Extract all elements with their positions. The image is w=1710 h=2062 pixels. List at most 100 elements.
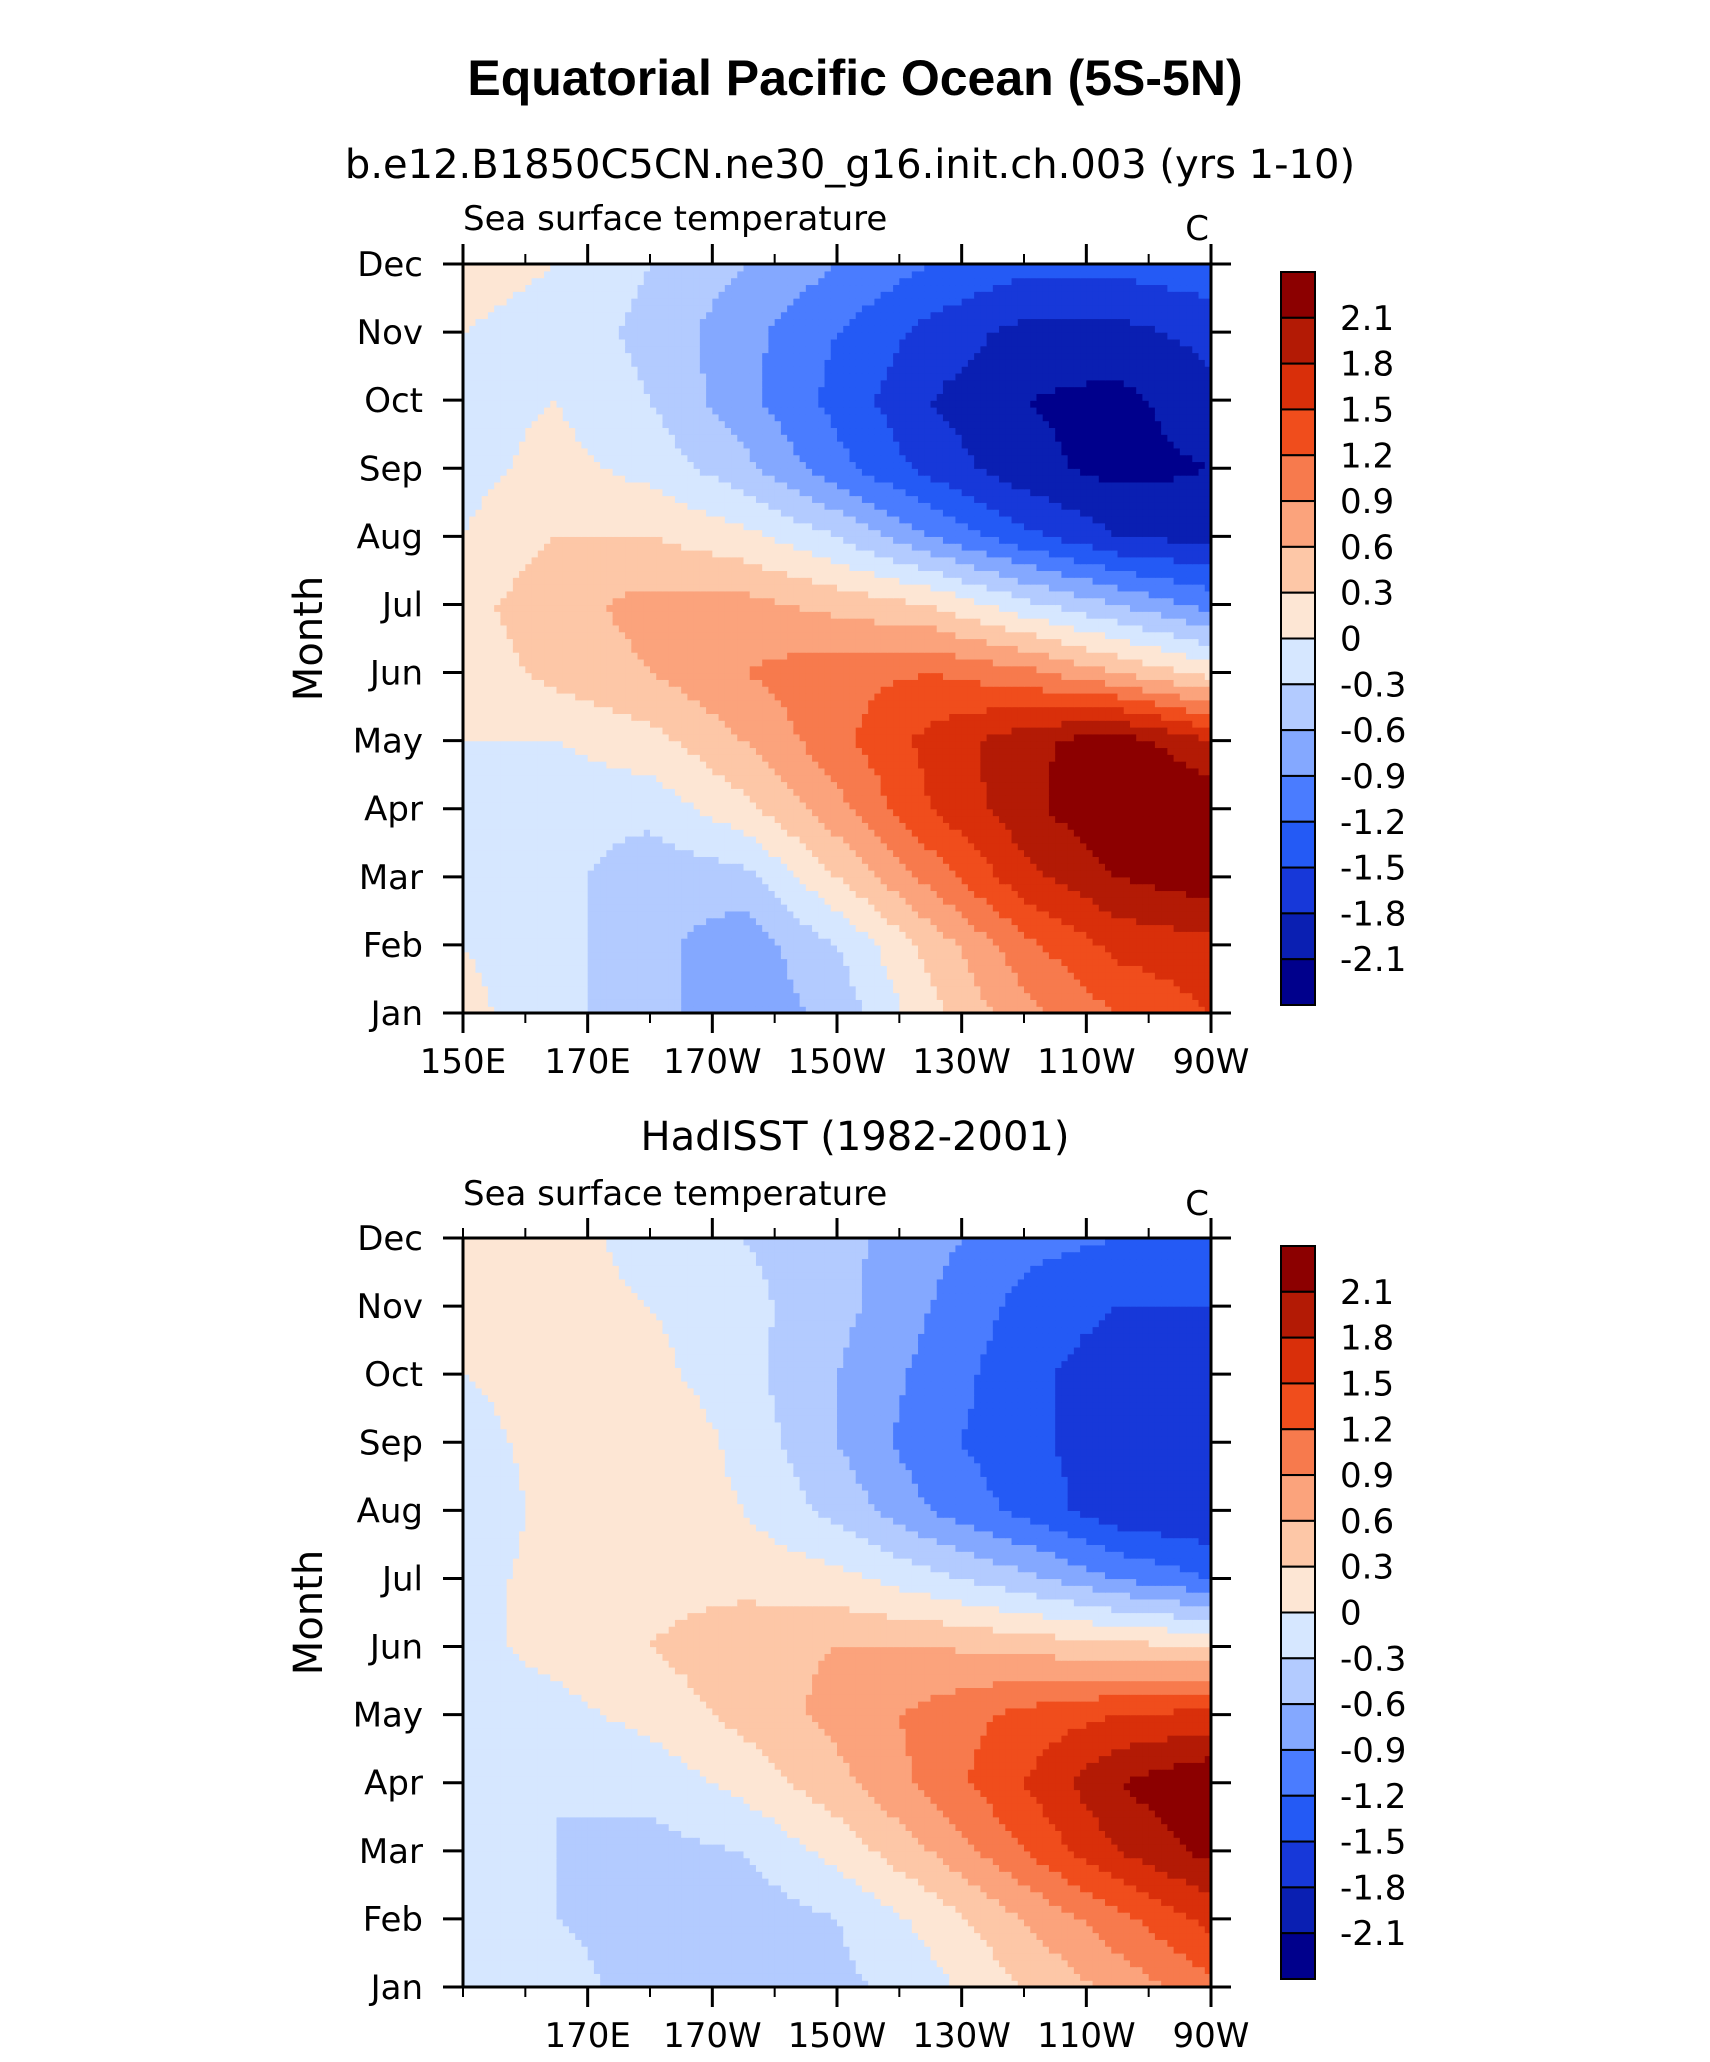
heatmap-cell [1142,944,1150,953]
heatmap-cell [525,870,533,878]
heatmap-cell [1080,897,1087,905]
heatmap-cell [1030,1006,1038,1014]
heatmap-cell [1173,999,1181,1007]
heatmap-cell [687,999,695,1007]
heatmap-cell [494,733,501,742]
heatmap-cell [849,876,857,885]
heatmap-cell [631,856,639,864]
heatmap-cell [581,815,589,823]
heatmap-cell [550,883,558,892]
heatmap-cell [681,972,688,980]
heatmap-cell [1073,747,1081,755]
heatmap-cell [1080,978,1087,987]
heatmap-cell [469,870,477,878]
heatmap-cell [1198,958,1206,966]
heatmap-cell [1092,815,1100,823]
heatmap-cell [1154,767,1162,776]
heatmap-cell [487,863,495,871]
heatmap-cell [731,985,738,994]
heatmap-cell [544,938,551,946]
heatmap-cell [768,958,776,966]
heatmap-cell [1042,801,1050,810]
heatmap-cell [463,917,470,926]
heatmap-cell [612,999,620,1007]
heatmap-cell [662,761,670,769]
heatmap-cell [1117,985,1125,994]
heatmap-cell [724,938,732,946]
heatmap-cell [949,931,957,939]
heatmap-cell [911,754,919,762]
heatmap-cell [593,958,601,966]
heatmap-cell [606,931,614,939]
heatmap-cell [525,890,533,898]
heatmap-cell [1061,972,1069,980]
heatmap-cell [544,944,551,953]
heatmap-cell [550,740,558,749]
heatmap-cell [512,727,520,735]
heatmap-cell [949,842,957,851]
heatmap-cell [980,849,988,857]
heatmap-cell [936,965,944,973]
heatmap-cell [581,795,589,803]
heatmap-cell [731,910,738,919]
heatmap-cell [481,815,489,823]
heatmap-cell [731,972,738,980]
heatmap-cell [512,761,520,769]
heatmap-cell [1042,822,1050,830]
heatmap-cell [818,965,826,973]
heatmap-cell [743,747,751,755]
heatmap-cell [681,978,688,987]
heatmap-cell [674,972,682,980]
heatmap-cell [556,992,564,1000]
heatmap-cell [1067,801,1075,810]
heatmap-cell [1186,815,1193,823]
heatmap-cell [1048,761,1056,769]
heatmap-cell [718,883,726,892]
heatmap-cell [699,842,707,851]
heatmap-cell [1067,924,1075,932]
heatmap-cell [805,727,813,735]
heatmap-cell [1198,849,1206,857]
heatmap-cell [500,876,508,885]
heatmap-cell [905,910,913,919]
heatmap-cell [500,788,508,796]
heatmap-cell [1061,754,1069,762]
heatmap-cell [755,815,763,823]
heatmap-cell [731,883,738,892]
heatmap-cell [500,972,508,980]
heatmap-cell [737,788,745,796]
heatmap-cell [1204,733,1212,742]
heatmap-cell [812,822,819,830]
heatmap-cell [1123,835,1131,844]
heatmap-cell [606,870,614,878]
heatmap-cell [475,883,483,892]
heatmap-cell [899,829,907,837]
heatmap-cell [780,815,788,823]
heatmap-cell [1092,801,1100,810]
heatmap-cell [874,951,882,960]
heatmap-cell [656,815,664,823]
heatmap-cell [587,897,595,905]
heatmap-cell [487,890,495,898]
heatmap-cell [936,999,944,1007]
heatmap-cell [755,767,763,776]
heatmap-cell [942,958,950,966]
heatmap-cell [550,985,558,994]
heatmap-cell [463,781,470,789]
heatmap-cell [743,883,751,892]
heatmap-cell [600,917,607,926]
heatmap-cell [1148,890,1156,898]
heatmap-cell [1048,781,1056,789]
heatmap-cell [886,774,894,783]
heatmap-cell [1086,999,1094,1007]
heatmap-cell [718,829,726,837]
heatmap-cell [961,754,969,762]
heatmap-cell [787,978,794,987]
heatmap-cell [992,965,1000,973]
heatmap-cell [780,978,788,987]
heatmap-cell [1098,829,1106,837]
heatmap-cell [494,747,501,755]
heatmap-cell [699,890,707,898]
heatmap-cell [699,1006,707,1014]
heatmap-cell [1198,870,1206,878]
